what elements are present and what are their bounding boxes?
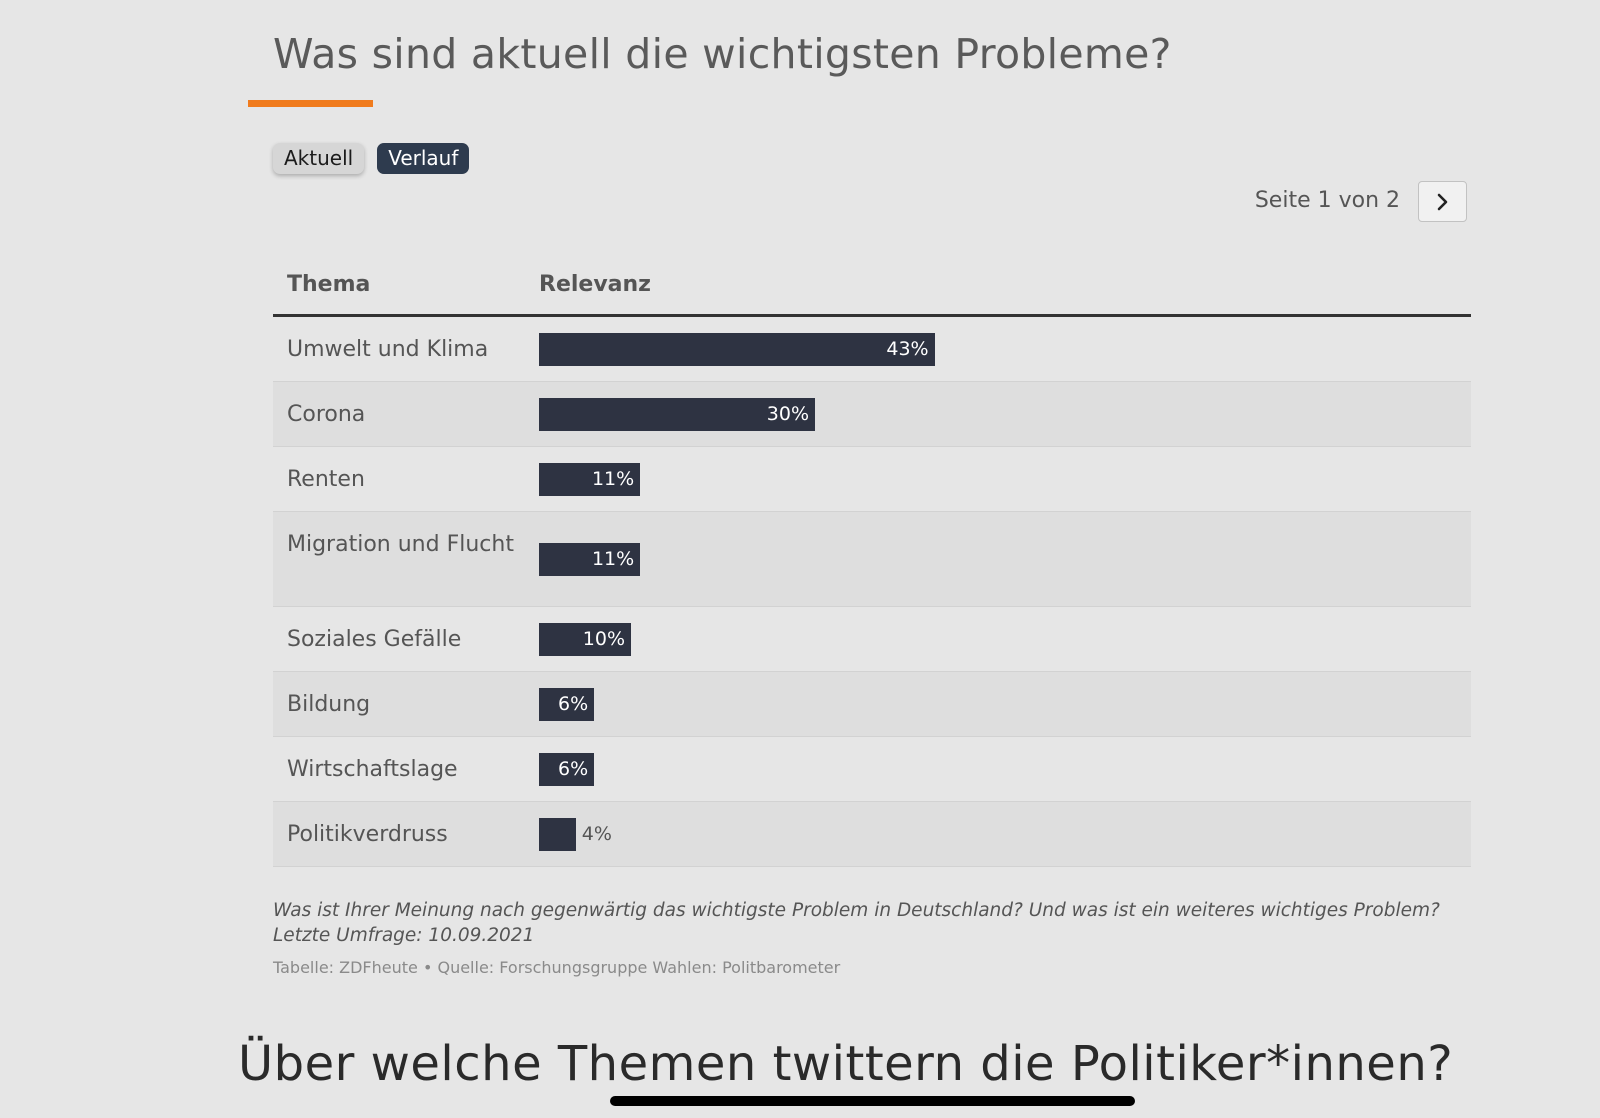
bar-value-label: 11% xyxy=(591,548,635,570)
page-title: Was sind aktuell die wichtigsten Problem… xyxy=(273,30,1172,78)
bar-value-label: 30% xyxy=(766,403,809,425)
row-label: Wirtschaftslage xyxy=(287,756,458,782)
source-credit: Tabelle: ZDFheute • Quelle: Forschungsgr… xyxy=(273,958,841,977)
bar-value-label: 11% xyxy=(591,468,635,490)
bar xyxy=(539,623,631,656)
bar-value-label: 6% xyxy=(558,693,589,715)
column-header-thema: Thema xyxy=(287,272,371,297)
row-label: Corona xyxy=(287,401,366,427)
bar-value-label: 43% xyxy=(886,338,929,360)
chevron-right-icon xyxy=(1437,193,1447,210)
view-tabs: Aktuell Verlauf xyxy=(273,143,470,174)
table-header: Thema Relevanz xyxy=(273,262,1471,317)
table-row: Umwelt und Klima 43% xyxy=(273,317,1471,382)
table-row: Wirtschaftslage 6% xyxy=(273,737,1471,802)
relevance-table: Thema Relevanz Umwelt und Klima 43% Corona… xyxy=(273,262,1471,867)
table-row: Soziales Gefälle 10% xyxy=(273,607,1471,672)
bar xyxy=(539,543,641,576)
table-row: Migration und Flucht 11% xyxy=(273,512,1471,607)
tab-verlauf[interactable]: Verlauf xyxy=(377,143,470,174)
home-indicator xyxy=(610,1096,1135,1106)
next-section-heading: Über welche Themen twittern die Politike… xyxy=(238,1036,1454,1092)
title-accent-underline xyxy=(248,100,373,107)
table-row: Corona 30% xyxy=(273,382,1471,447)
footnote-question: Was ist Ihrer Meinung nach gegenwärtig d… xyxy=(273,900,1440,921)
bar xyxy=(539,688,595,721)
row-label: Politikverdruss xyxy=(287,821,448,847)
tab-aktuell[interactable]: Aktuell xyxy=(273,143,365,174)
bar xyxy=(539,398,815,431)
footnote: Was ist Ihrer Meinung nach gegenwärtig d… xyxy=(273,898,1440,948)
column-header-relevanz: Relevanz xyxy=(539,272,651,297)
bar xyxy=(539,818,576,851)
bar-value-label: 6% xyxy=(558,758,589,780)
footnote-survey-date: Letzte Umfrage: 10.09.2021 xyxy=(273,925,535,946)
row-label: Migration und Flucht xyxy=(287,531,514,557)
row-label: Renten xyxy=(287,466,365,492)
row-label: Umwelt und Klima xyxy=(287,336,489,362)
bar-value-label: 10% xyxy=(582,628,625,650)
row-label: Soziales Gefälle xyxy=(287,626,462,652)
table-row: Bildung 6% xyxy=(273,672,1471,737)
bar xyxy=(539,753,595,786)
table-row: Politikverdruss 4% xyxy=(273,802,1471,867)
bar xyxy=(539,463,641,496)
bar xyxy=(539,333,935,366)
pagination-label: Seite 1 von 2 xyxy=(1254,188,1400,213)
row-label: Bildung xyxy=(287,691,371,717)
table-body: Umwelt und Klima 43% Corona 30% Renten 11% Mig… xyxy=(273,317,1471,867)
next-page-button[interactable] xyxy=(1418,181,1467,222)
table-row: Renten 11% xyxy=(273,447,1471,512)
bar-value-label: 4% xyxy=(581,823,612,845)
